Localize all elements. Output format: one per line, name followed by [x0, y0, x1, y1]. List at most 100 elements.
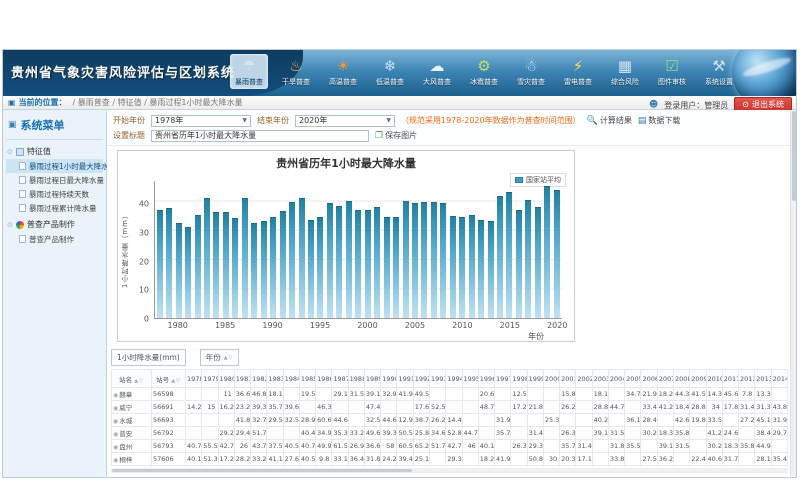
- col-year-1998[interactable]: 1998: [510, 369, 528, 388]
- toolbar-item-综合风险[interactable]: ▦ 综合风险: [611, 56, 639, 86]
- save-image-button[interactable]: ❐ 保存图片: [375, 130, 418, 141]
- radio-icon[interactable]: ◉: [113, 392, 119, 399]
- col-year-2007[interactable]: 2007: [656, 369, 674, 388]
- toolbar-item-低温普查[interactable]: ❄ 低温普查: [376, 56, 404, 86]
- col-year-2013[interactable]: 2013: [754, 369, 772, 388]
- vertical-scrollbar[interactable]: [790, 110, 796, 476]
- sidebar-item-暴雨过程持续天数[interactable]: 暴雨过程持续天数: [6, 187, 103, 201]
- table-row-赫章[interactable]: ◉赫章 56598 11 36.6 46.8 18.1 19.5 29.1 31.5 39.1 32…: [111, 387, 789, 401]
- col-year-1986[interactable]: 1986: [315, 369, 333, 388]
- download-button[interactable]: ▤ 数据下载: [637, 115, 681, 126]
- col-year-2010[interactable]: 2010: [705, 369, 723, 388]
- horizontal-scrollbar[interactable]: [111, 468, 788, 473]
- table-row-桐梓[interactable]: ◉桐梓 57606 40.1 51.3 17.2 28.2 33.2 41.1 27.6 40.5…: [111, 452, 789, 466]
- toolbar-item-大风普查[interactable]: ☁ 大风普查: [423, 56, 451, 86]
- filter-panel: 开始年份 1978年 ▼ 结束年份 2020年 ▼ （规范采用1978-2020年数…: [107, 110, 796, 146]
- radio-icon[interactable]: ◉: [113, 444, 119, 451]
- table-row-普安[interactable]: ◉普安 56792 29.2 29.4 51.7 40.4 34.9 35.3 33.2 49.6…: [111, 426, 789, 440]
- y-axis-label: 1小时降水量（mm）: [121, 211, 129, 289]
- col-year-2004[interactable]: 2004: [607, 369, 626, 388]
- bar-2001: [374, 207, 381, 318]
- end-year-label: 结束年份: [257, 116, 289, 125]
- toolbar-item-系统设置[interactable]: ⚒ 系统设置: [705, 56, 733, 86]
- col-year-1979[interactable]: 1979: [201, 369, 219, 388]
- col-year-1993[interactable]: 1993: [428, 369, 447, 388]
- table-row-水城[interactable]: ◉水城 56693 41.8 32.7 29.5 32.5 28.9 60.6 44.6 32.5…: [111, 413, 789, 427]
- col-year-2011[interactable]: 2011: [721, 369, 740, 388]
- toolbar-item-冰雹普查[interactable]: ⚙ 冰雹普查: [470, 56, 498, 86]
- station-data-table: 站名 ▲▽站号 ▲▽197819791980198119821983198419…: [111, 369, 789, 466]
- bar-2004: [402, 201, 409, 318]
- col-year-1982[interactable]: 1982: [250, 369, 268, 388]
- sort-icons[interactable]: ▲▽: [223, 354, 234, 361]
- sidebar-group-特征值[interactable]: ⊙ 特征值: [7, 147, 51, 156]
- col-year-2014[interactable]: 2014: [770, 369, 789, 388]
- toolbar-item-雷电普查[interactable]: ⚡ 雷电普查: [564, 56, 592, 86]
- col-year-1983[interactable]: 1983: [266, 369, 284, 388]
- col-station-name[interactable]: 站名 ▲▽: [111, 369, 152, 388]
- col-year-1996[interactable]: 1996: [477, 369, 496, 388]
- bar-1984: [213, 211, 220, 318]
- start-year-select[interactable]: 1978年 ▼: [151, 114, 251, 127]
- col-year-1985[interactable]: 1985: [298, 369, 317, 388]
- sidebar-item-暴雨过程日最大降水量[interactable]: 暴雨过程日最大降水量: [6, 173, 104, 187]
- col-year-1989[interactable]: 1989: [363, 369, 382, 388]
- col-year-1994[interactable]: 1994: [445, 369, 463, 388]
- globe-image: [732, 50, 796, 96]
- col-year-1997[interactable]: 1997: [494, 369, 512, 388]
- sidebar-item-普查产品制作[interactable]: 普查产品制作: [6, 232, 103, 246]
- radio-icon[interactable]: ◉: [113, 405, 119, 412]
- toolbar-item-图件审核[interactable]: ☑ 图件审核: [658, 56, 686, 86]
- col-year-1995[interactable]: 1995: [461, 369, 479, 388]
- sidebar-title: 系统菜单: [20, 119, 65, 132]
- calculate-button[interactable]: 🔍 计算结果: [586, 115, 632, 126]
- tree-expander-icon[interactable]: ⊙: [7, 220, 13, 229]
- col-year-2008[interactable]: 2008: [672, 369, 691, 388]
- tree-expander-icon[interactable]: ⊙: [7, 147, 13, 156]
- bar-1983: [203, 197, 210, 318]
- col-year-2003[interactable]: 2003: [591, 369, 609, 388]
- end-year-select[interactable]: 2020年 ▼: [295, 114, 395, 127]
- radio-icon[interactable]: ◉: [113, 418, 119, 425]
- col-year-2009[interactable]: 2009: [689, 369, 707, 388]
- table-row-盘州[interactable]: ◉盘州 56793 40.7 55.5 42.7 26 43.7 37.5 40.5 40.7 49…: [111, 439, 789, 453]
- wind-icon: ☁: [429, 56, 445, 75]
- x-tick-1990: 1990: [262, 321, 283, 330]
- col-year-2006[interactable]: 2006: [640, 369, 658, 388]
- radio-icon[interactable]: ◉: [113, 431, 119, 438]
- col-year-2005[interactable]: 2005: [624, 369, 642, 388]
- col-station-id[interactable]: 站号 ▲▽: [151, 369, 186, 388]
- chart-title-input[interactable]: 贵州省历年1小时最大降水量: [151, 129, 369, 142]
- col-year-1990[interactable]: 1990: [380, 369, 398, 388]
- toolbar-item-雪灾普查[interactable]: ☃ 雪灾普查: [517, 56, 545, 86]
- col-year-1980[interactable]: 1980: [217, 369, 235, 388]
- sidebar-item-暴雨过程累计降水量[interactable]: 暴雨过程累计降水量: [6, 201, 103, 215]
- year-sort-chip[interactable]: 年份 ▲▽: [199, 349, 240, 366]
- toolbar-item-暴雨普查[interactable]: ☂ 暴雨普查: [230, 54, 268, 89]
- col-year-1999[interactable]: 1999: [526, 369, 544, 388]
- bar-2008: [440, 203, 447, 318]
- toolbar-item-高温普查[interactable]: ☀ 高温普查: [329, 56, 357, 86]
- sidebar-group-普查产品制作[interactable]: ⊙ 普查产品制作: [7, 220, 75, 229]
- legend-label: 国家站平均: [526, 176, 561, 184]
- bar-1996: [326, 203, 333, 318]
- col-year-1988[interactable]: 1988: [347, 369, 365, 388]
- bar-2015: [506, 191, 513, 318]
- toolbar-item-干旱普查[interactable]: ♨ 干旱普查: [282, 56, 310, 86]
- sidebar-item-暴雨过程1小时最大降水量[interactable]: 暴雨过程1小时最大降水量: [6, 159, 116, 173]
- col-year-1978[interactable]: 1978: [184, 369, 203, 388]
- col-year-2001[interactable]: 2001: [559, 369, 577, 388]
- breadcrumb-bar: ▣ 当前的位置： / 暴雨普查 / 特征值 / 暴雨过程1小时最大降水量 ☻ 登…: [3, 96, 796, 113]
- col-year-1987[interactable]: 1987: [331, 369, 349, 388]
- radio-icon[interactable]: ◉: [113, 457, 119, 464]
- table-row-威宁[interactable]: ◉威宁 56691 14.2 15 16.2 23.2 39.3 35.7 39.6 46.3 47…: [111, 400, 789, 414]
- col-year-1984[interactable]: 1984: [282, 369, 300, 388]
- high-temp-icon: ☀: [336, 56, 350, 75]
- col-year-2000[interactable]: 2000: [542, 369, 561, 388]
- measure-chip[interactable]: 1小时降水量(mm): [111, 349, 186, 366]
